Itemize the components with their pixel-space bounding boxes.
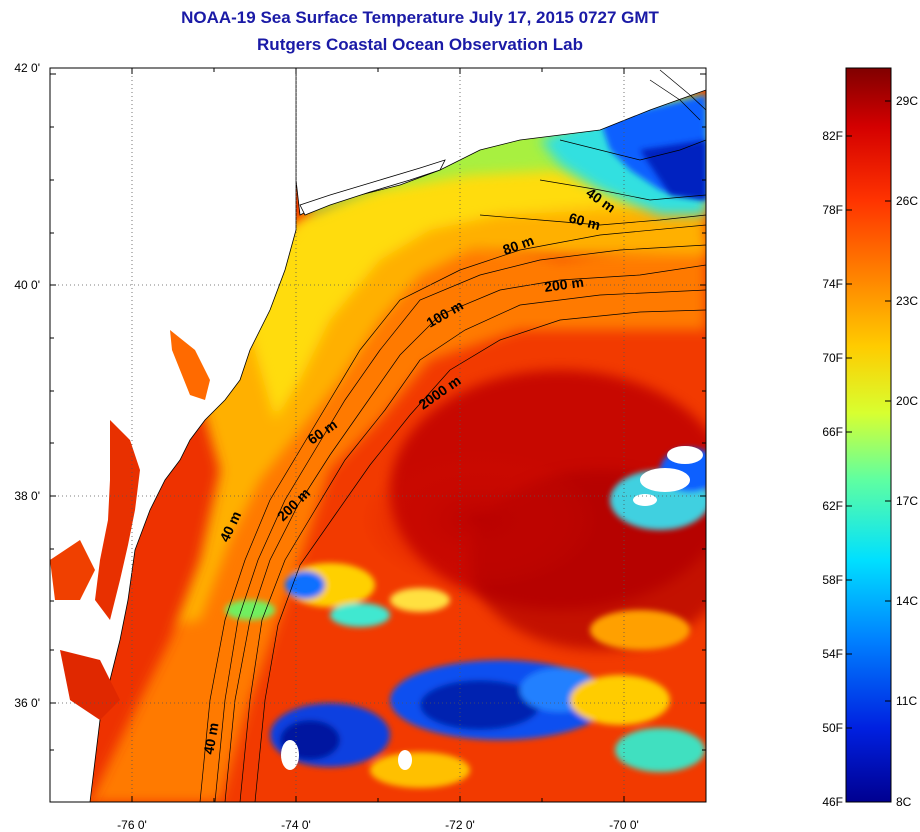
- colorbar: [845, 67, 892, 803]
- colorbar-f-label: 58F: [822, 573, 843, 587]
- colorbar-c-label: 26C: [896, 194, 919, 208]
- latitude-label: 40 0': [14, 278, 40, 292]
- contour-label: 60 m: [567, 209, 602, 233]
- land-mass: [50, 68, 706, 802]
- colorbar-f-label: 66F: [822, 425, 843, 439]
- contour-label: 200 m: [543, 274, 585, 295]
- axis-ticks: [50, 68, 706, 802]
- colorbar-ticks: [846, 100, 891, 729]
- colorbar-f-label: 74F: [822, 277, 843, 291]
- latitude-label: 38 0': [14, 489, 40, 503]
- colorbar-f-label: 82F: [822, 129, 843, 143]
- colorbar-c-label: 14C: [896, 594, 919, 608]
- colorbar-f-label: 78F: [822, 203, 843, 217]
- colorbar-f-label: 54F: [822, 647, 843, 661]
- colorbar-c-label: 17C: [896, 494, 919, 508]
- colorbar-f-label: 46F: [822, 795, 843, 809]
- bathymetry-contours: [199, 69, 706, 802]
- map-title: NOAA-19 Sea Surface Temperature July 17,…: [181, 8, 659, 27]
- colorbar-f-label: 50F: [822, 721, 843, 735]
- colorbar-f-label: 62F: [822, 499, 843, 513]
- colorbar-c-label: 11C: [896, 694, 918, 708]
- longitude-label: -72 0': [445, 818, 475, 832]
- colorbar-c-label: 29C: [896, 94, 919, 108]
- sst-image: [50, 68, 706, 802]
- longitude-label: -74 0': [281, 818, 311, 832]
- map-subtitle: Rutgers Coastal Ocean Observation Lab: [257, 35, 583, 54]
- colorbar-f-label: 70F: [822, 351, 843, 365]
- latitude-label: 42 0': [14, 61, 40, 75]
- latitude-label: 36 0': [14, 696, 40, 710]
- contour-label: 40 m: [200, 721, 221, 755]
- colorbar-c-label: 23C: [896, 294, 919, 308]
- longitude-label: -70 0': [609, 818, 639, 832]
- longitude-label: -76 0': [117, 818, 147, 832]
- colorbar-c-label: 8C: [896, 795, 912, 809]
- colorbar-c-label: 20C: [896, 394, 919, 408]
- graticule: [50, 68, 706, 802]
